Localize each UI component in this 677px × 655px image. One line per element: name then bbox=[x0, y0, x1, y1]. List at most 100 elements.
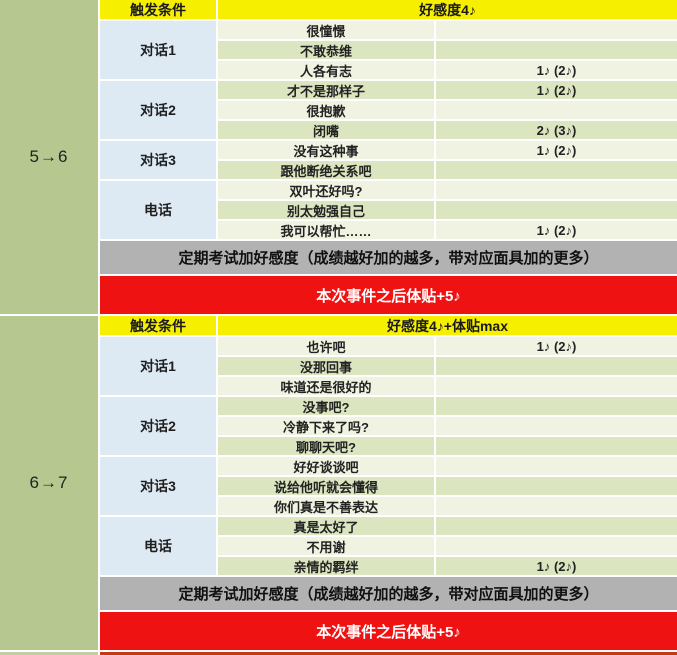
option-row: 真是太好了 bbox=[218, 517, 677, 535]
option-text: 也许吧 bbox=[218, 337, 434, 355]
option-reward bbox=[436, 201, 677, 219]
option-row: 很抱歉 bbox=[218, 101, 677, 119]
table-header-row: 触发条件 好感度4♪+体贴max bbox=[100, 316, 677, 335]
level-range-cell: 6→7 bbox=[0, 316, 98, 650]
dialog-group: 对话2 才不是那样子 1♪ (2♪) 很抱歉闭嘴 2♪ (3♪) bbox=[100, 81, 677, 139]
option-reward: 1♪ (2♪) bbox=[436, 141, 677, 159]
option-reward bbox=[436, 517, 677, 535]
bottom-strip-left bbox=[0, 652, 98, 655]
rank-table: 触发条件 好感度4♪+体贴max 对话1 也许吧 1♪ (2♪) 没那回事 味道还是很好的对… bbox=[100, 316, 677, 650]
option-text: 双叶还好吗? bbox=[218, 181, 434, 199]
dialog-group: 对话1 也许吧 1♪ (2♪) 没那回事味道还是很好的 bbox=[100, 337, 677, 395]
option-row: 别太勉强自己 bbox=[218, 201, 677, 219]
option-row: 没事吧? bbox=[218, 397, 677, 415]
dialog-group-label: 电话 bbox=[100, 181, 216, 239]
trigger-condition-header: 触发条件 bbox=[100, 316, 216, 335]
event-bonus-note: 本次事件之后体贴+5♪ bbox=[100, 612, 677, 650]
option-row: 我可以帮忙…… 1♪ (2♪) bbox=[218, 221, 677, 239]
option-reward: 2♪ (3♪) bbox=[436, 121, 677, 139]
option-reward bbox=[436, 377, 677, 395]
dialog-options: 才不是那样子 1♪ (2♪) 很抱歉闭嘴 2♪ (3♪) bbox=[218, 81, 677, 139]
dialog-group-label: 对话2 bbox=[100, 81, 216, 139]
option-reward bbox=[436, 397, 677, 415]
option-row: 说给他听就会懂得 bbox=[218, 477, 677, 495]
level-range-cell: 5→6 bbox=[0, 0, 98, 314]
option-text: 亲情的羁绊 bbox=[218, 557, 434, 575]
option-reward bbox=[436, 101, 677, 119]
dialog-options: 没事吧? 冷静下来了吗? 聊聊天吧? bbox=[218, 397, 677, 455]
option-reward bbox=[436, 497, 677, 515]
option-text: 没事吧? bbox=[218, 397, 434, 415]
option-row: 双叶还好吗? bbox=[218, 181, 677, 199]
option-reward: 1♪ (2♪) bbox=[436, 557, 677, 575]
option-text: 人各有志 bbox=[218, 61, 434, 79]
option-row: 亲情的羁绊 1♪ (2♪) bbox=[218, 557, 677, 575]
rank-section: 5→6 触发条件 好感度4♪ 对话1 很憧憬 不敢恭维 人各有志 1♪ (2♪) 对话2 才不是那… bbox=[0, 0, 677, 314]
dialog-group: 对话3 没有这种事 1♪ (2♪) 跟他断绝关系吧 bbox=[100, 141, 677, 179]
option-text: 真是太好了 bbox=[218, 517, 434, 535]
exam-bonus-note: 定期考试加好感度（成绩越好加的越多，带对应面具加的更多） bbox=[100, 241, 677, 274]
option-row: 冷静下来了吗? bbox=[218, 417, 677, 435]
option-text: 没有这种事 bbox=[218, 141, 434, 159]
rank-table: 触发条件 好感度4♪ 对话1 很憧憬 不敢恭维 人各有志 1♪ (2♪) 对话2 才不是那样子 1… bbox=[100, 0, 677, 314]
rank-section: 6→7 触发条件 好感度4♪+体贴max 对话1 也许吧 1♪ (2♪) 没那回事 味道还是很… bbox=[0, 316, 677, 650]
option-text: 很抱歉 bbox=[218, 101, 434, 119]
option-row: 闭嘴 2♪ (3♪) bbox=[218, 121, 677, 139]
option-text: 我可以帮忙…… bbox=[218, 221, 434, 239]
dialog-group: 对话2 没事吧? 冷静下来了吗? 聊聊天吧? bbox=[100, 397, 677, 455]
option-reward: 1♪ (2♪) bbox=[436, 61, 677, 79]
option-row: 很憧憬 bbox=[218, 21, 677, 39]
option-row: 没那回事 bbox=[218, 357, 677, 375]
option-text: 不用谢 bbox=[218, 537, 434, 555]
dialog-options: 好好谈谈吧说给他听就会懂得 你们真是不善表达 bbox=[218, 457, 677, 515]
option-reward bbox=[436, 161, 677, 179]
option-row: 跟他断绝关系吧 bbox=[218, 161, 677, 179]
option-row: 人各有志 1♪ (2♪) bbox=[218, 61, 677, 79]
dialog-group-label: 对话2 bbox=[100, 397, 216, 455]
dialog-group-label: 对话3 bbox=[100, 141, 216, 179]
dialog-options: 双叶还好吗? 别太勉强自己 我可以帮忙…… 1♪ (2♪) bbox=[218, 181, 677, 239]
option-text: 才不是那样子 bbox=[218, 81, 434, 99]
option-reward bbox=[436, 357, 677, 375]
dialog-group-label: 电话 bbox=[100, 517, 216, 575]
affinity-condition-header: 好感度4♪+体贴max bbox=[218, 316, 677, 335]
dialog-options: 也许吧 1♪ (2♪) 没那回事味道还是很好的 bbox=[218, 337, 677, 395]
dialog-group-label: 对话1 bbox=[100, 337, 216, 395]
option-text: 好好谈谈吧 bbox=[218, 457, 434, 475]
option-reward bbox=[436, 41, 677, 59]
dialog-options: 很憧憬不敢恭维人各有志 1♪ (2♪) bbox=[218, 21, 677, 79]
dialog-options: 没有这种事 1♪ (2♪) 跟他断绝关系吧 bbox=[218, 141, 677, 179]
dialog-group-label: 对话1 bbox=[100, 21, 216, 79]
option-row: 好好谈谈吧 bbox=[218, 457, 677, 475]
option-text: 不敢恭维 bbox=[218, 41, 434, 59]
option-reward bbox=[436, 181, 677, 199]
trigger-condition-header: 触发条件 bbox=[100, 0, 216, 19]
dialog-group: 对话1 很憧憬不敢恭维人各有志 1♪ (2♪) bbox=[100, 21, 677, 79]
option-text: 很憧憬 bbox=[218, 21, 434, 39]
option-text: 聊聊天吧? bbox=[218, 437, 434, 455]
option-reward: 1♪ (2♪) bbox=[436, 337, 677, 355]
exam-bonus-note: 定期考试加好感度（成绩越好加的越多，带对应面具加的更多） bbox=[100, 577, 677, 610]
option-text: 味道还是很好的 bbox=[218, 377, 434, 395]
option-reward bbox=[436, 437, 677, 455]
option-reward bbox=[436, 457, 677, 475]
option-reward bbox=[436, 21, 677, 39]
option-row: 才不是那样子 1♪ (2♪) bbox=[218, 81, 677, 99]
bottom-strip-right bbox=[100, 652, 677, 655]
dialog-group: 电话 真是太好了不用谢亲情的羁绊 1♪ (2♪) bbox=[100, 517, 677, 575]
option-row: 聊聊天吧? bbox=[218, 437, 677, 455]
option-row: 味道还是很好的 bbox=[218, 377, 677, 395]
option-row: 你们真是不善表达 bbox=[218, 497, 677, 515]
option-text: 没那回事 bbox=[218, 357, 434, 375]
option-text: 你们真是不善表达 bbox=[218, 497, 434, 515]
table-header-row: 触发条件 好感度4♪ bbox=[100, 0, 677, 19]
dialog-options: 真是太好了不用谢亲情的羁绊 1♪ (2♪) bbox=[218, 517, 677, 575]
option-row: 不敢恭维 bbox=[218, 41, 677, 59]
affinity-condition-header: 好感度4♪ bbox=[218, 0, 677, 19]
option-row: 不用谢 bbox=[218, 537, 677, 555]
option-text: 跟他断绝关系吧 bbox=[218, 161, 434, 179]
bottom-strip bbox=[0, 652, 677, 655]
option-text: 说给他听就会懂得 bbox=[218, 477, 434, 495]
dialog-group-label: 对话3 bbox=[100, 457, 216, 515]
